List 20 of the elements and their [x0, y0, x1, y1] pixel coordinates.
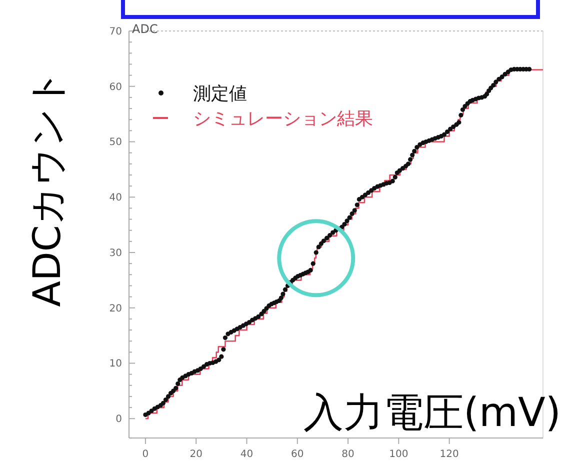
- legend-label: シミュレーション結果: [193, 108, 373, 130]
- x-axis-title: 入力電圧(mV): [303, 390, 561, 436]
- y-tick-label: 20: [109, 303, 122, 314]
- y-tick-label: 0: [116, 414, 122, 426]
- y-axis-title: ADCカウント: [25, 69, 69, 307]
- y-tick-label: 70: [109, 26, 122, 38]
- x-tick-label: 120: [440, 449, 459, 460]
- x-tick-label: 100: [389, 449, 408, 460]
- x-tick-label: 20: [190, 449, 202, 460]
- x-tick-label: 0: [142, 449, 149, 460]
- annotation: ADC: [132, 22, 158, 36]
- x-tick-label: 40: [240, 449, 254, 460]
- y-tick-label: 50: [109, 137, 122, 148]
- x-tick-label: 80: [342, 449, 354, 460]
- y-tick-label: 40: [109, 192, 122, 204]
- y-tick-label: 10: [109, 358, 122, 370]
- legend-label: 測定値: [193, 84, 247, 104]
- x-tick-label: 60: [291, 449, 304, 460]
- y-tick-label: 30: [109, 248, 122, 259]
- y-tick-label: 60: [109, 82, 122, 93]
